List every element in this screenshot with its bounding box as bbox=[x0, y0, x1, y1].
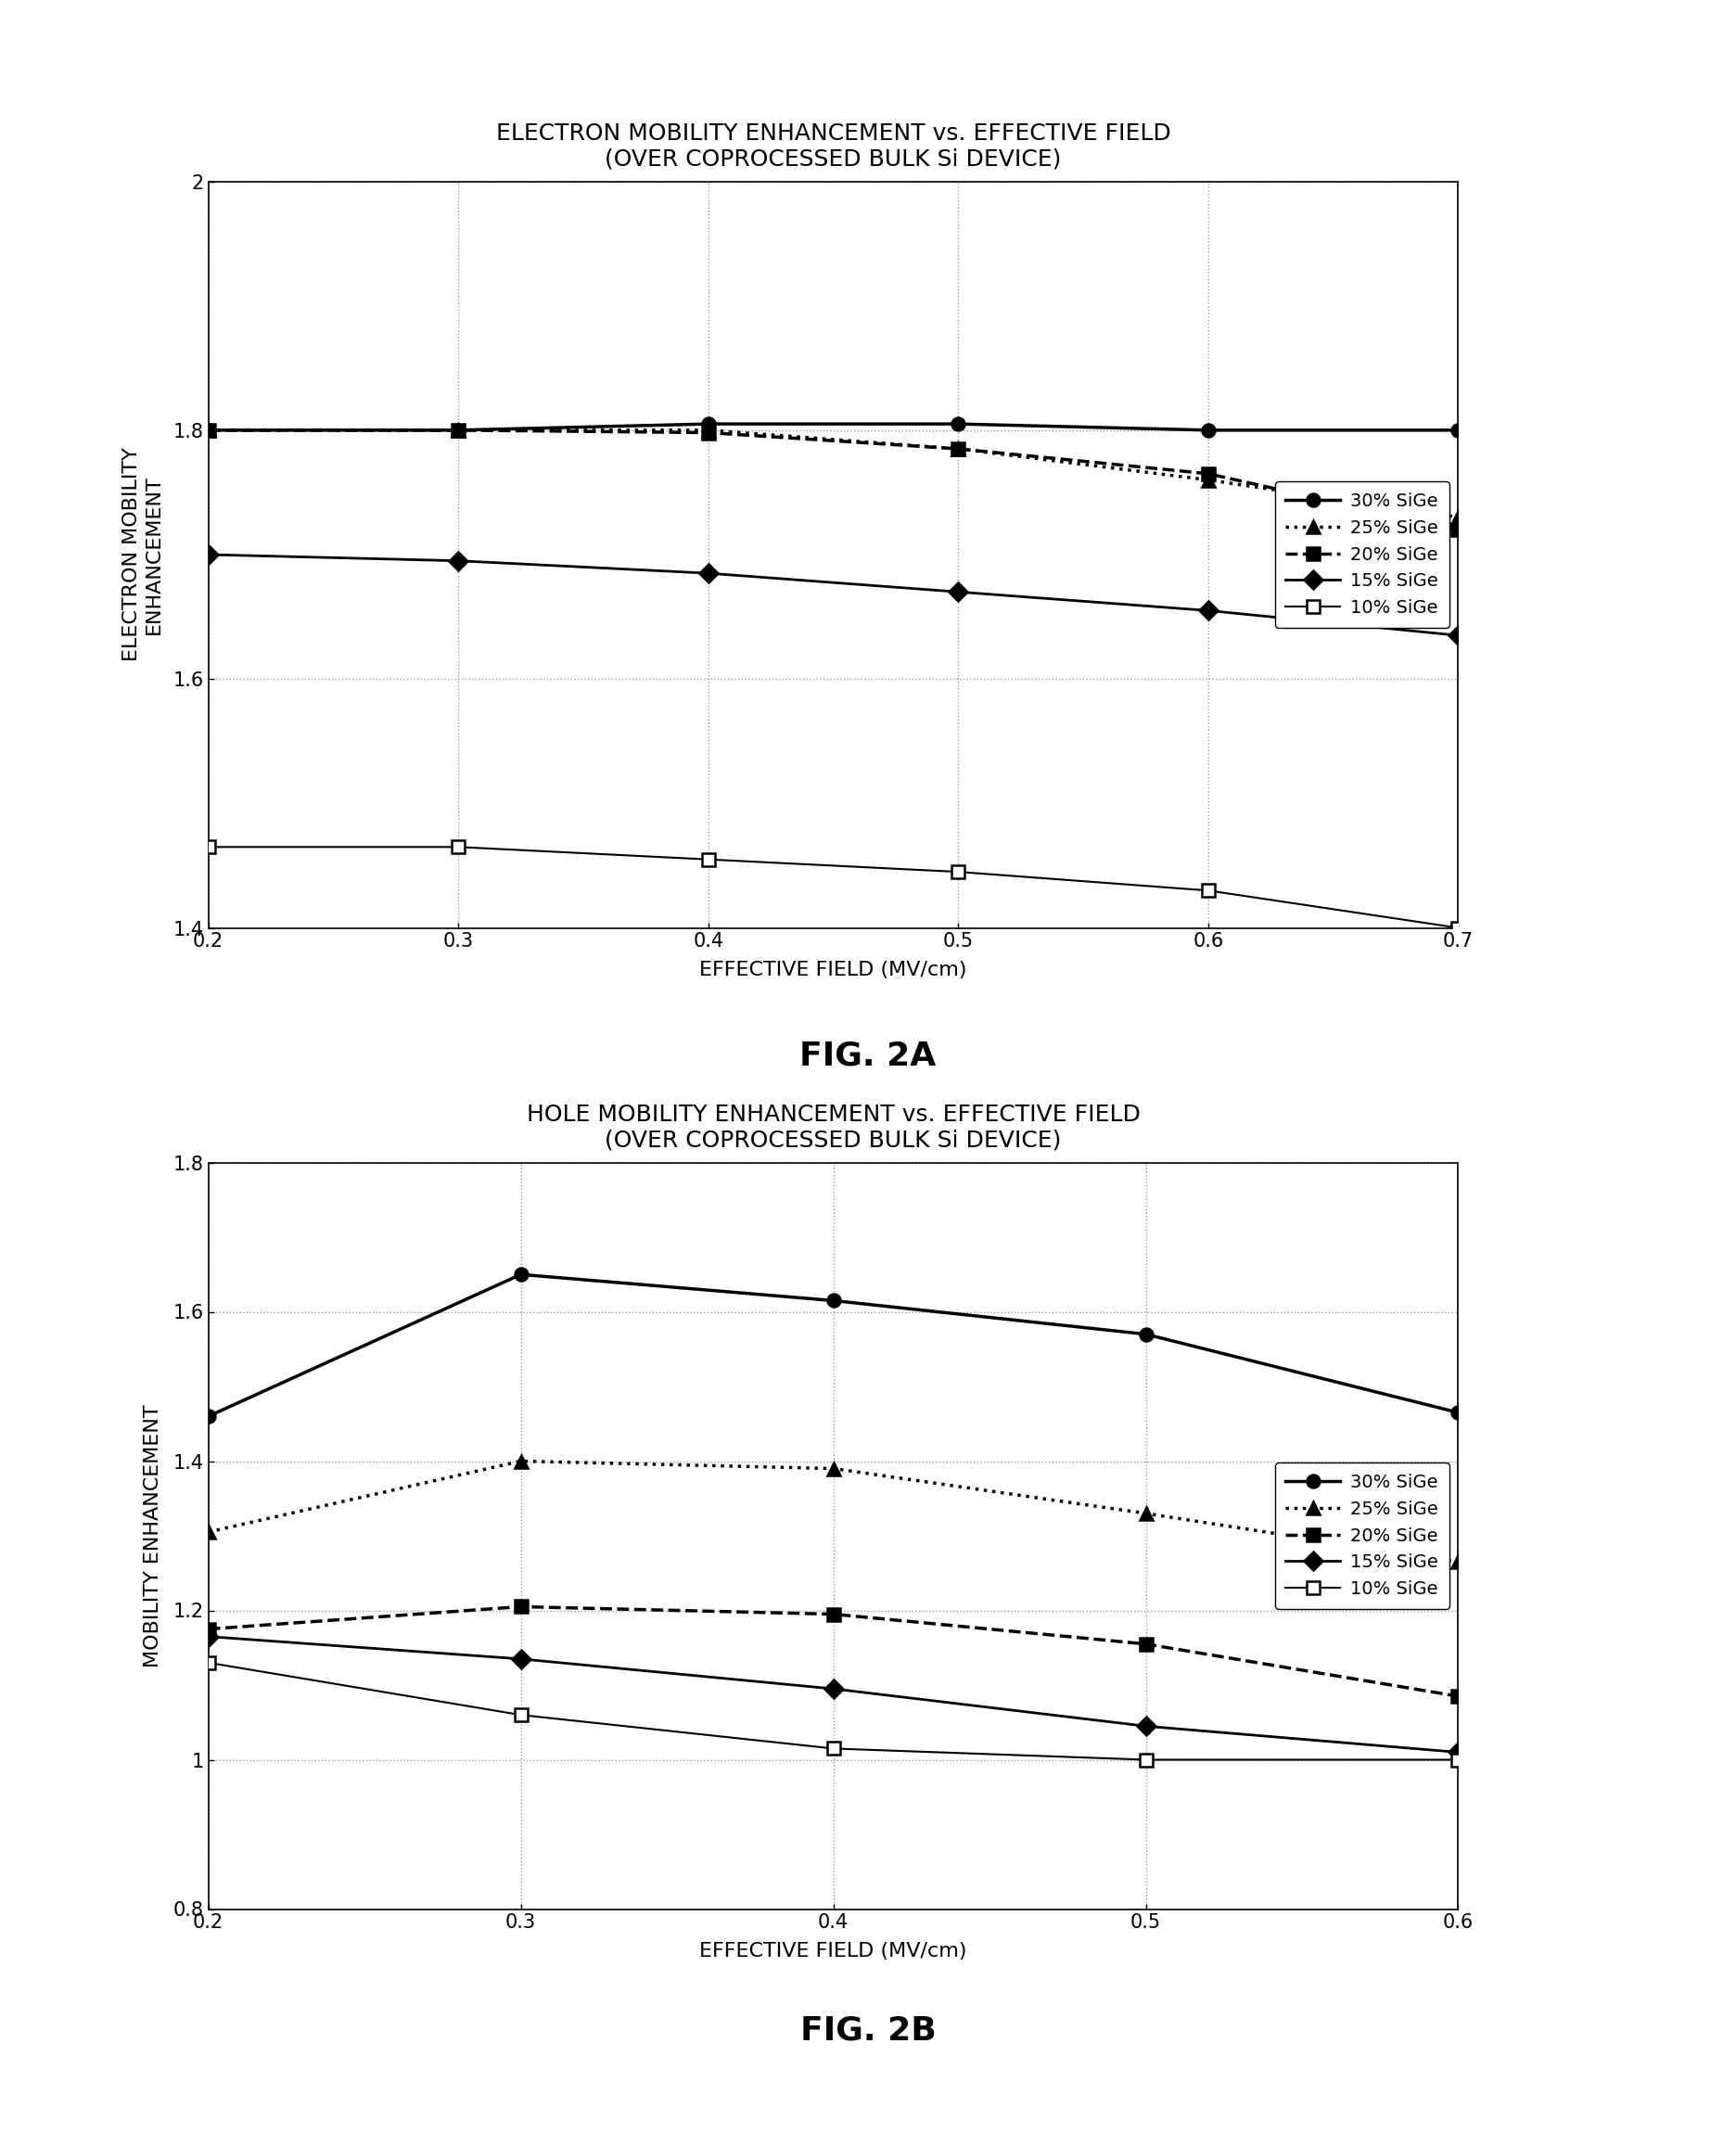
30% SiGe bbox=[948, 412, 969, 437]
20% SiGe bbox=[698, 420, 719, 446]
15% SiGe bbox=[1448, 1741, 1469, 1766]
30% SiGe bbox=[698, 412, 719, 437]
Line: 25% SiGe: 25% SiGe bbox=[201, 1455, 1465, 1568]
10% SiGe bbox=[510, 1702, 531, 1728]
20% SiGe bbox=[948, 435, 969, 461]
20% SiGe bbox=[1198, 461, 1219, 486]
20% SiGe bbox=[510, 1593, 531, 1619]
Line: 25% SiGe: 25% SiGe bbox=[201, 424, 1465, 525]
15% SiGe bbox=[448, 548, 469, 574]
25% SiGe bbox=[948, 435, 969, 461]
Line: 10% SiGe: 10% SiGe bbox=[201, 1655, 1465, 1766]
20% SiGe bbox=[198, 1617, 219, 1642]
15% SiGe bbox=[823, 1677, 844, 1702]
30% SiGe bbox=[1448, 1399, 1469, 1425]
Line: 30% SiGe: 30% SiGe bbox=[201, 1267, 1465, 1423]
Legend: 30% SiGe, 25% SiGe, 20% SiGe, 15% SiGe, 10% SiGe: 30% SiGe, 25% SiGe, 20% SiGe, 15% SiGe, … bbox=[1274, 482, 1450, 627]
Y-axis label: ELECTRON MOBILITY
ENHANCEMENT: ELECTRON MOBILITY ENHANCEMENT bbox=[123, 448, 163, 661]
25% SiGe bbox=[698, 418, 719, 444]
X-axis label: EFFECTIVE FIELD (MV/cm): EFFECTIVE FIELD (MV/cm) bbox=[700, 962, 967, 979]
Text: FIG. 2A: FIG. 2A bbox=[800, 1041, 936, 1071]
25% SiGe bbox=[198, 418, 219, 444]
30% SiGe bbox=[448, 418, 469, 444]
10% SiGe bbox=[698, 847, 719, 872]
20% SiGe bbox=[1135, 1632, 1156, 1657]
15% SiGe bbox=[510, 1647, 531, 1672]
25% SiGe bbox=[1448, 503, 1469, 529]
Line: 15% SiGe: 15% SiGe bbox=[201, 1630, 1465, 1760]
Line: 15% SiGe: 15% SiGe bbox=[201, 548, 1465, 642]
15% SiGe bbox=[948, 578, 969, 606]
25% SiGe bbox=[823, 1457, 844, 1482]
30% SiGe bbox=[1448, 418, 1469, 444]
15% SiGe bbox=[198, 542, 219, 567]
30% SiGe bbox=[823, 1288, 844, 1314]
10% SiGe bbox=[198, 834, 219, 860]
10% SiGe bbox=[948, 860, 969, 885]
25% SiGe bbox=[1135, 1502, 1156, 1527]
15% SiGe bbox=[698, 561, 719, 587]
25% SiGe bbox=[448, 418, 469, 444]
Text: FIG. 2B: FIG. 2B bbox=[800, 2016, 936, 2046]
15% SiGe bbox=[1135, 1713, 1156, 1738]
10% SiGe bbox=[1448, 1747, 1469, 1773]
30% SiGe bbox=[1198, 418, 1219, 444]
20% SiGe bbox=[448, 418, 469, 444]
30% SiGe bbox=[510, 1261, 531, 1286]
Line: 10% SiGe: 10% SiGe bbox=[201, 840, 1465, 934]
Y-axis label: MOBILITY ENHANCEMENT: MOBILITY ENHANCEMENT bbox=[144, 1404, 163, 1668]
Title: ELECTRON MOBILITY ENHANCEMENT vs. EFFECTIVE FIELD
(OVER COPROCESSED BULK Si DEVI: ELECTRON MOBILITY ENHANCEMENT vs. EFFECT… bbox=[496, 122, 1170, 171]
Line: 20% SiGe: 20% SiGe bbox=[201, 424, 1465, 535]
25% SiGe bbox=[198, 1519, 219, 1544]
Legend: 30% SiGe, 25% SiGe, 20% SiGe, 15% SiGe, 10% SiGe: 30% SiGe, 25% SiGe, 20% SiGe, 15% SiGe, … bbox=[1274, 1463, 1450, 1608]
15% SiGe bbox=[1198, 597, 1219, 623]
30% SiGe bbox=[198, 1404, 219, 1429]
20% SiGe bbox=[198, 418, 219, 444]
25% SiGe bbox=[1198, 467, 1219, 493]
25% SiGe bbox=[510, 1448, 531, 1474]
Line: 20% SiGe: 20% SiGe bbox=[201, 1600, 1465, 1702]
10% SiGe bbox=[198, 1651, 219, 1677]
15% SiGe bbox=[1448, 623, 1469, 648]
20% SiGe bbox=[1448, 516, 1469, 542]
X-axis label: EFFECTIVE FIELD (MV/cm): EFFECTIVE FIELD (MV/cm) bbox=[700, 1943, 967, 1960]
10% SiGe bbox=[448, 834, 469, 860]
10% SiGe bbox=[1198, 879, 1219, 904]
20% SiGe bbox=[1448, 1683, 1469, 1709]
10% SiGe bbox=[823, 1736, 844, 1762]
20% SiGe bbox=[823, 1602, 844, 1627]
10% SiGe bbox=[1135, 1747, 1156, 1773]
30% SiGe bbox=[198, 418, 219, 444]
15% SiGe bbox=[198, 1623, 219, 1649]
Title: HOLE MOBILITY ENHANCEMENT vs. EFFECTIVE FIELD
(OVER COPROCESSED BULK Si DEVICE): HOLE MOBILITY ENHANCEMENT vs. EFFECTIVE … bbox=[526, 1103, 1141, 1152]
25% SiGe bbox=[1448, 1549, 1469, 1574]
10% SiGe bbox=[1448, 915, 1469, 941]
30% SiGe bbox=[1135, 1320, 1156, 1348]
Line: 30% SiGe: 30% SiGe bbox=[201, 418, 1465, 437]
